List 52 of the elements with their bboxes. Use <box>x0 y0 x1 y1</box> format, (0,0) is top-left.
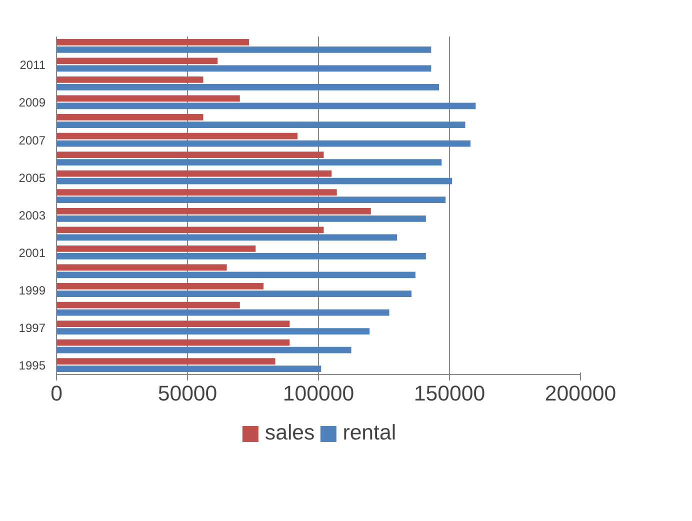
bar <box>56 290 412 297</box>
y-tick-label: 1997 <box>18 321 46 336</box>
bar <box>56 122 466 128</box>
bar <box>56 76 204 83</box>
x-tick-label: 200000 <box>544 382 616 406</box>
y-tick-label: 1995 <box>18 358 46 373</box>
bar <box>56 328 370 335</box>
bar <box>56 95 240 102</box>
bar <box>56 358 276 365</box>
x-tick-label: 0 <box>50 382 63 406</box>
bar <box>56 302 240 308</box>
bar <box>56 65 432 72</box>
bar <box>56 84 440 90</box>
bar <box>56 272 416 278</box>
y-tick-label: 2009 <box>18 96 46 110</box>
y-tick-label: 2011 <box>20 58 46 72</box>
bar <box>56 253 426 260</box>
bar <box>56 178 452 184</box>
bar <box>56 196 446 204</box>
bar <box>56 152 324 158</box>
bar <box>56 170 332 177</box>
x-tick-label: 150000 <box>414 382 486 406</box>
y-tick-label: 2005 <box>18 170 46 185</box>
y-tick-label: 2003 <box>18 208 46 222</box>
bar <box>56 132 298 140</box>
bar <box>56 38 250 46</box>
bar <box>56 58 218 64</box>
bar <box>56 264 227 271</box>
legend-label: sales <box>264 420 315 446</box>
y-tick-label: 2007 <box>18 133 46 148</box>
bar <box>56 159 442 166</box>
bar <box>56 339 290 346</box>
bar <box>56 114 204 120</box>
x-tick-label: 100000 <box>282 382 354 406</box>
bar <box>56 346 352 354</box>
bar <box>56 245 256 252</box>
bar <box>56 320 290 327</box>
bar <box>56 283 264 290</box>
legend-label: rental <box>342 420 396 446</box>
bar <box>56 46 432 53</box>
bar <box>56 189 337 196</box>
x-tick-label: 50000 <box>158 382 218 406</box>
bar <box>56 226 324 234</box>
bar <box>56 366 322 372</box>
bar <box>56 309 390 316</box>
bar <box>56 102 476 110</box>
bar <box>56 234 398 241</box>
bar <box>56 140 470 147</box>
bar <box>56 215 426 222</box>
y-tick-label: 1999 <box>18 284 46 298</box>
bar <box>56 208 371 214</box>
y-tick-label: 2001 <box>18 246 46 260</box>
